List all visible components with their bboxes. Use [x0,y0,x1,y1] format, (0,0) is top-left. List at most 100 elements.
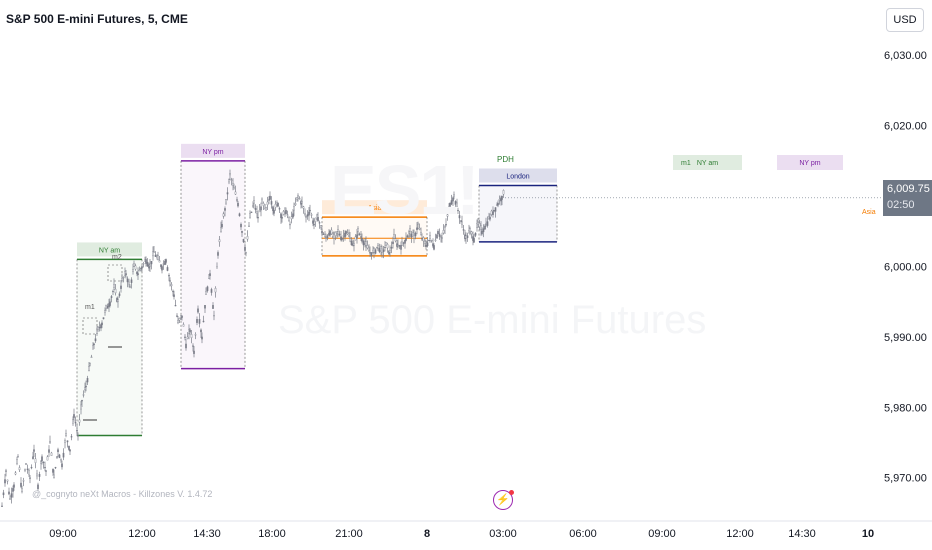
candle-body [37,484,39,490]
candle-body [94,338,97,342]
candle-body [170,284,173,287]
candle-body [253,200,255,204]
candle-body [53,474,55,478]
candle-body [244,246,246,251]
candle-body [465,235,467,239]
candle-body [394,238,397,242]
candle-body [204,305,206,309]
candle-body [38,474,41,477]
price-axis: 5,970.005,980.005,990.006,000.006,010.00… [884,50,927,485]
candle-body [401,241,403,246]
candle-body [129,286,131,288]
candle-body [5,470,7,472]
candle-body [440,236,442,238]
candle-body [66,440,69,443]
currency-button[interactable]: USD [886,8,924,32]
candle-body [274,203,277,208]
candle-body [441,237,443,239]
candle-body [162,263,165,265]
candle-body [65,433,67,436]
price-tick-label: 6,020.00 [884,121,927,133]
candle-body [32,456,34,460]
candle-body [141,266,143,269]
candle-body [160,264,162,268]
candle-body [428,239,430,242]
candle-body [318,222,321,224]
candle-body [378,247,381,253]
macro-box-m1 [82,317,98,335]
candle-body [165,259,167,263]
candle-body [252,205,254,207]
candle-body [444,226,446,228]
candle-body [305,216,307,218]
candle-body [240,224,242,228]
candle-body [302,206,305,209]
candle-body [266,201,269,206]
candle-body [369,252,371,254]
candle-body [169,280,171,282]
candle-body [114,288,117,294]
candle-body [154,254,157,257]
candle-body [268,199,270,201]
candle-body [456,202,458,207]
candle-body [216,266,218,269]
symbol-watermark: S&P 500 E-mini Futures [278,298,707,342]
candle-body [445,224,447,226]
candle-body [346,232,349,235]
candle-body [193,350,195,354]
lightning-icon[interactable]: ⚡ [493,490,514,510]
candle-body [426,242,429,247]
candle-body [142,263,145,265]
candle-body [197,308,199,313]
candle-body [133,263,135,267]
pdh-label: PDH [497,155,514,164]
candle-body [321,231,323,234]
candle-body [410,233,413,238]
candle-body [477,221,479,225]
candle-body [58,454,61,459]
candle-body [330,229,333,235]
candle-body [213,315,215,317]
candle-body [228,179,230,183]
candle-body [8,491,10,495]
candle-body [384,246,386,249]
candle-body [454,201,457,205]
candle-body [93,343,95,346]
candle-body [48,449,50,453]
candle-body [232,183,234,186]
candle-body [200,329,202,333]
candle-body [54,466,57,469]
candle-body [237,202,239,207]
candle-body [425,245,427,247]
candle-body [289,223,291,226]
candle-body [104,310,106,313]
candle-body [57,449,59,453]
candle-body [17,456,19,458]
candle-body [322,233,325,235]
candle-body [24,469,26,471]
candle-body [125,273,127,276]
candle-body [381,248,383,253]
candle-body [370,252,373,257]
candle-body [77,435,79,437]
candle-body [493,209,495,212]
killzone-header [479,168,557,183]
candle-body [100,324,102,329]
candle-body [482,228,485,233]
candle-body [469,228,471,232]
indicator-label[interactable]: @_cognyto neXt Macros - Killzones V. 1.4… [32,489,213,499]
candle-body [481,231,483,235]
candle-body [320,225,322,228]
candle-body [501,195,503,200]
candle-body [150,260,153,265]
last-price-value: 6,009.75 [887,183,930,195]
candle-body [480,225,482,230]
candle-body [484,225,486,230]
candle-body [145,259,147,264]
candle-body [338,233,341,236]
candle-body [46,456,49,461]
candle-body [36,473,38,477]
chart-title[interactable]: S&P 500 E-mini Futures, 5, CME [6,12,188,26]
candle-body [185,343,187,349]
